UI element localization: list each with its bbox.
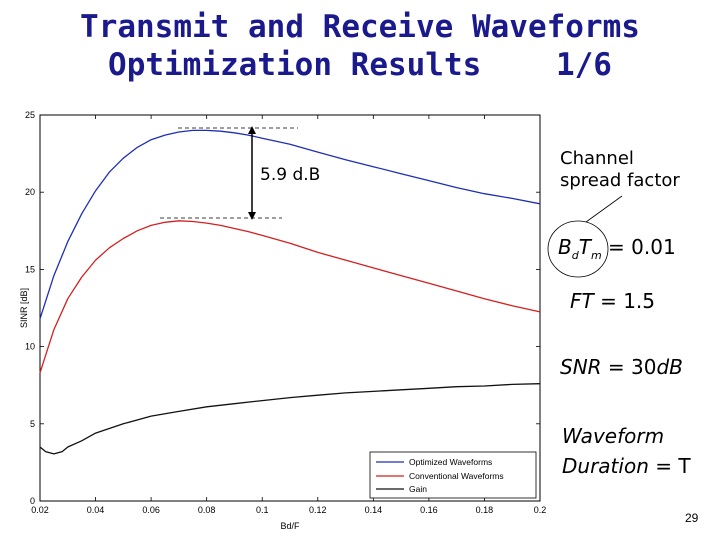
gap-arrow-head-down <box>248 212 256 220</box>
waveform-label: Waveform <box>562 424 665 448</box>
channel-label-line1: Channel <box>560 148 634 169</box>
legend-label-conventional: Conventional Waveforms <box>409 471 504 481</box>
y-tick-label: 5 <box>30 419 35 429</box>
x-tick-label: 0.18 <box>476 505 494 515</box>
x-tick-label: 0.16 <box>420 505 438 515</box>
gap-arrow-head-up <box>248 126 256 134</box>
legend-label-optimized: Optimized Waveforms <box>409 457 492 467</box>
x-tick-label: 0.08 <box>198 505 216 515</box>
legend-label-gain: Gain <box>409 484 427 494</box>
x-tick-label: 0.1 <box>256 505 269 515</box>
y-axis-label: SINR [dB] <box>19 288 29 328</box>
optimized-waveforms-line <box>39 129 541 319</box>
channel-label-line2: spread factor <box>560 170 680 191</box>
y-tick-label: 0 <box>30 496 35 506</box>
callout-pointer-line <box>585 195 623 223</box>
slide-title-line2: Optimization Results 1/6 <box>108 47 612 83</box>
x-tick-label: 0.04 <box>87 505 105 515</box>
x-tick-label: 0.12 <box>309 505 327 515</box>
callout-ellipse <box>547 220 609 278</box>
y-tick-label: 10 <box>25 342 35 352</box>
x-tick-label: 0.14 <box>365 505 383 515</box>
x-axis-label: Bd/F <box>280 521 300 531</box>
legend-box <box>369 451 537 499</box>
snr-equation: SNR = 30dB <box>560 355 683 379</box>
ft-equation: FT = 1.5 <box>570 289 656 313</box>
chart-legend: Optimized Waveforms Conventional Wavefor… <box>369 451 537 499</box>
slide-title-line1: Transmit and Receive Waveforms <box>80 9 640 45</box>
gain-line <box>39 383 541 455</box>
x-tick-label: 0.2 <box>534 505 547 515</box>
bd-tm-equation: BdTm = 0.01 <box>558 235 676 262</box>
page-number: 29 <box>685 511 699 525</box>
conventional-waveforms-line <box>39 220 541 373</box>
y-tick-label: 25 <box>25 110 35 120</box>
x-tick-label: 0.06 <box>142 505 160 515</box>
y-tick-label: 20 <box>25 187 35 197</box>
channel-spread-label: Channel spread factor <box>560 148 680 192</box>
plot-frame <box>39 114 541 502</box>
y-tick-label: 15 <box>25 264 35 274</box>
duration-equation: Duration = T <box>562 454 691 478</box>
gap-label: 5.9 d.B <box>260 165 321 185</box>
x-tick-label: 0.02 <box>31 505 49 515</box>
